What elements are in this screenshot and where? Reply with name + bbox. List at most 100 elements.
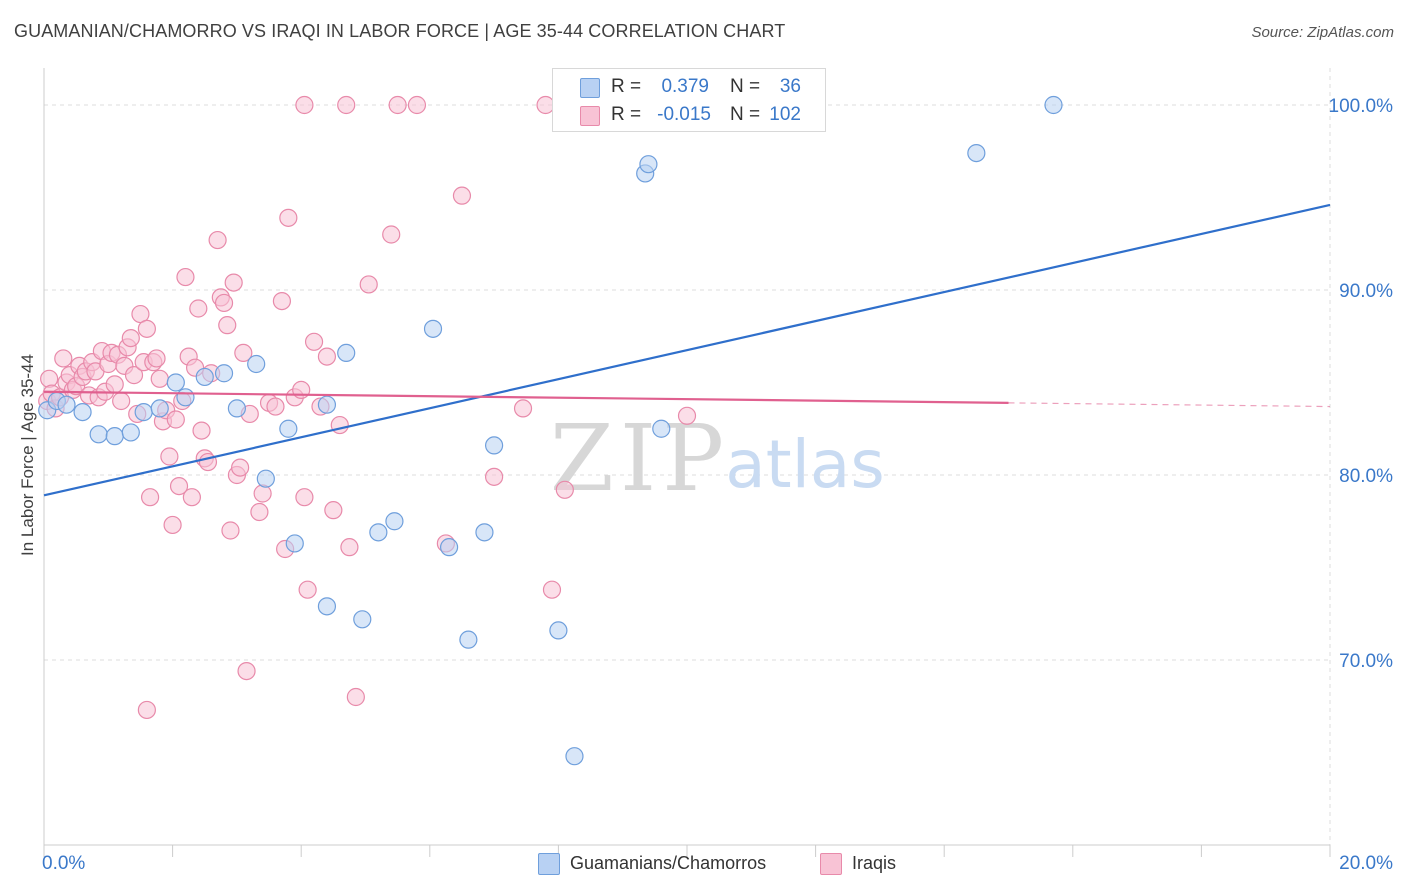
iraqi-point — [237, 661, 256, 681]
guamanian-point — [459, 630, 478, 649]
guamanian-point — [73, 403, 92, 422]
iraqi-point — [214, 293, 234, 313]
iraqi-point — [137, 319, 156, 338]
iraqi-point — [231, 458, 250, 477]
iraqi-point — [140, 488, 160, 507]
iraqi-point — [40, 369, 59, 388]
iraqi-point — [124, 366, 144, 385]
iraqi-point — [279, 208, 298, 227]
trend-lines — [43, 203, 1331, 497]
iraqi-point — [150, 369, 169, 388]
guamanian-point — [57, 395, 76, 414]
guamanian-point — [279, 419, 298, 438]
guamanian-point — [639, 155, 658, 174]
legend-swatch-pink — [580, 106, 600, 126]
iraqi-point — [160, 447, 179, 466]
guamanian-point — [121, 423, 140, 442]
iraqi-point — [121, 329, 140, 348]
iraqi-point — [218, 316, 237, 335]
iraqi-point — [485, 467, 504, 486]
bottom-legend-label: Guamanians/Chamorros — [570, 853, 767, 873]
legend-r-value: -0.015 — [657, 104, 711, 125]
guamanian-point — [176, 388, 195, 407]
watermark-atlas: atlas — [725, 426, 885, 503]
iraqi-point — [147, 349, 166, 368]
legend-r-label: R = — [611, 76, 642, 97]
iraqi-point — [176, 267, 195, 287]
bottom-legend-swatch-pink — [820, 853, 842, 875]
guamanian-points — [38, 95, 1063, 766]
iraqi-point — [250, 502, 269, 522]
legend-n-value: 36 — [779, 76, 801, 97]
iraqi-point — [112, 391, 131, 411]
iraqi-point — [169, 477, 189, 496]
legend-row-guamanian: R = 0.379 N = 36 — [553, 73, 825, 101]
legend-n-value: 102 — [769, 104, 801, 125]
tick-labels: 100.0% 90.0% 80.0% 70.0% 0.0% 20.0% — [42, 96, 1393, 874]
guamanian-point — [353, 610, 372, 629]
guamanian-point — [475, 523, 494, 542]
legend-r-label: R = — [611, 104, 642, 125]
guamanian-point — [166, 373, 185, 392]
guamanian-point — [565, 747, 584, 766]
iraqi-point — [337, 95, 356, 115]
iraqi-point — [163, 515, 182, 535]
guamanian-point — [967, 144, 986, 163]
iraqi-point — [182, 488, 201, 507]
guamanian-point — [256, 469, 275, 488]
guamanian-trend-line — [43, 203, 1331, 497]
guamanian-point — [214, 364, 234, 383]
guamanian-point — [549, 621, 568, 640]
iraqi-point — [555, 480, 574, 499]
iraqi-point — [192, 421, 211, 440]
guamanian-point — [105, 427, 124, 446]
guamanian-point — [337, 343, 356, 362]
legend-swatch-blue — [580, 78, 600, 98]
y-tick-label: 80.0% — [1339, 466, 1393, 487]
chart-title: GUAMANIAN/CHAMORRO VS IRAQI IN LABOR FOR… — [14, 21, 786, 41]
iraqi-point — [317, 347, 337, 366]
iraqi-point — [304, 332, 324, 351]
legend-n-label: N = — [730, 104, 761, 125]
guamanian-point — [150, 399, 169, 418]
iraqi-point — [234, 343, 253, 362]
iraqi-point — [166, 410, 185, 429]
guamanian-point — [369, 523, 388, 542]
bottom-legend-swatch-blue — [538, 853, 560, 875]
iraqi-point — [677, 406, 697, 425]
iraqi-point — [340, 538, 359, 557]
guamanian-point — [247, 354, 266, 374]
iraqi-point — [295, 95, 314, 115]
y-tick-label: 90.0% — [1339, 281, 1393, 302]
guamanian-point — [485, 436, 504, 455]
iraqi-point — [388, 95, 407, 115]
iraqi-point — [324, 501, 343, 520]
guamanian-point — [1044, 95, 1063, 115]
iraqi-point — [221, 521, 240, 540]
iraqi-point — [266, 397, 285, 416]
guamanian-point — [89, 425, 108, 444]
iraqi-point — [346, 687, 365, 707]
iraqi-point — [513, 399, 533, 418]
guamanian-point — [317, 395, 337, 414]
guamanian-point — [423, 319, 443, 338]
iraqi-point — [189, 299, 208, 318]
iraqi-point — [452, 186, 472, 205]
guamanian-point — [439, 538, 459, 557]
iraqi-point — [137, 700, 156, 720]
iraqi-point — [382, 225, 401, 244]
iraqi-point — [272, 292, 292, 311]
guamanian-point — [134, 403, 153, 422]
iraqi-point — [298, 580, 317, 599]
iraqi-trend-line — [43, 390, 1009, 404]
guamanian-point — [652, 419, 671, 438]
legend-r-value: 0.379 — [661, 76, 709, 97]
iraqi-point — [105, 375, 124, 394]
watermark-zip: ZIP — [550, 405, 730, 512]
iraqi-point — [359, 275, 378, 294]
y-tick-label: 70.0% — [1339, 651, 1393, 672]
guamanian-point — [317, 597, 337, 616]
iraqi-point — [542, 580, 562, 599]
legend-n-label: N = — [730, 76, 761, 97]
